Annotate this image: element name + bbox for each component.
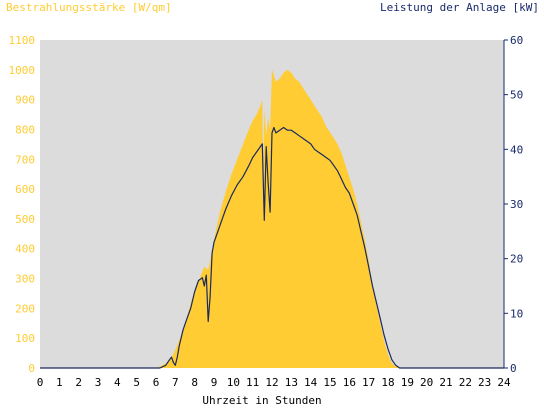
y-left-tick-label: 1000	[9, 64, 36, 77]
y-right-tick-label: 20	[510, 253, 523, 266]
x-tick-label: 23	[478, 376, 491, 389]
left-axis: 0 100 200 300 400 500 600 700 800 900 1000 1100	[9, 34, 36, 375]
x-axis: 0 1 2 3 4 5 6 7 8 9 10 11 12 13 14 15 16 17 18 19 20 21 22 23 24	[37, 376, 511, 389]
x-tick-label: 17	[362, 376, 375, 389]
x-tick-label: 15	[323, 376, 336, 389]
y-left-tick-label: 400	[15, 243, 35, 256]
x-tick-label: 13	[285, 376, 298, 389]
y-left-tick-label: 800	[15, 123, 35, 136]
x-tick-label: 0	[37, 376, 44, 389]
y-right-tick-label: 60	[510, 34, 523, 47]
series-group	[40, 69, 504, 369]
irradiance-area	[40, 69, 504, 369]
x-tick-label: 2	[75, 376, 82, 389]
y-left-tick-label: 500	[15, 213, 35, 226]
y-left-tick-label: 100	[15, 332, 35, 345]
y-left-tick-label: 300	[15, 273, 35, 286]
x-tick-label: 8	[191, 376, 198, 389]
x-tick-label: 22	[459, 376, 472, 389]
x-tick-label: 1	[56, 376, 63, 389]
x-tick-label: 4	[114, 376, 121, 389]
x-tick-label: 19	[401, 376, 414, 389]
x-axis-label: Uhrzeit in Stunden	[202, 394, 321, 407]
y-right-tick-label: 10	[510, 307, 523, 320]
y-left-tick-label: 900	[15, 94, 35, 107]
x-tick-label: 14	[304, 376, 318, 389]
x-tick-label: 9	[211, 376, 218, 389]
left-axis-title: Bestrahlungsstärke [W/qm]	[6, 1, 172, 14]
right-axis-title: Leistung der Anlage [kW]	[380, 1, 539, 14]
right-axis: 0 10 20 30 40 50 60	[504, 34, 523, 375]
x-tick-label: 11	[246, 376, 259, 389]
x-tick-label: 7	[172, 376, 179, 389]
y-left-tick-label: 700	[15, 153, 35, 166]
y-right-tick-label: 50	[510, 89, 523, 102]
x-tick-label: 24	[497, 376, 511, 389]
y-left-tick-label: 200	[15, 302, 35, 315]
power-line	[40, 126, 504, 369]
x-tick-label: 3	[95, 376, 102, 389]
y-left-tick-label: 0	[28, 362, 35, 375]
x-tick-label: 5	[133, 376, 140, 389]
x-tick-label: 16	[343, 376, 356, 389]
x-tick-label: 6	[153, 376, 160, 389]
y-left-tick-label: 600	[15, 183, 35, 196]
x-tick-label: 20	[420, 376, 433, 389]
y-right-tick-label: 40	[510, 143, 523, 156]
x-tick-label: 21	[439, 376, 452, 389]
x-tick-label: 12	[265, 376, 278, 389]
x-tick-label: 10	[227, 376, 240, 389]
y-right-tick-label: 30	[510, 198, 523, 211]
y-right-tick-label: 0	[510, 362, 517, 375]
x-tick-label: 18	[381, 376, 394, 389]
y-left-tick-label: 1100	[9, 34, 36, 47]
